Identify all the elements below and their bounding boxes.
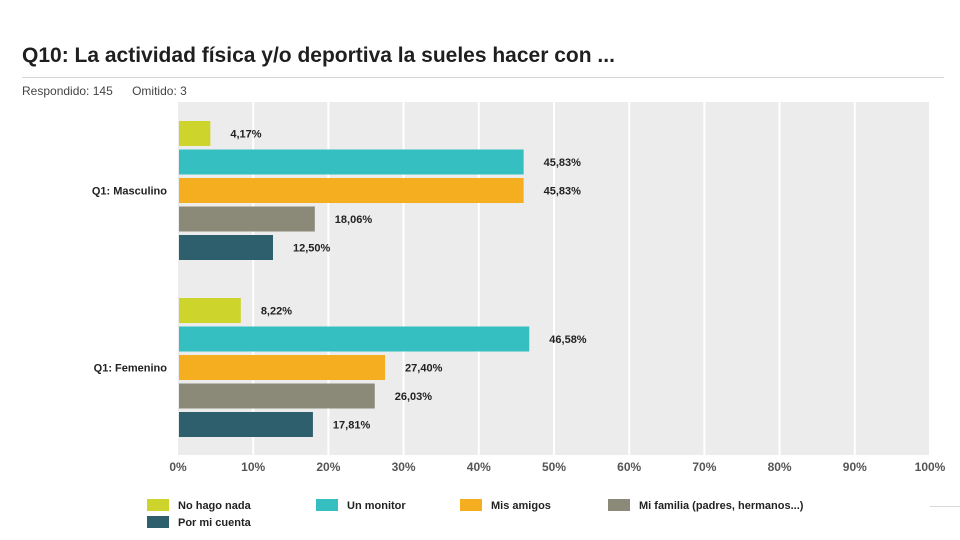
x-tick-label: 70% [692,460,716,474]
data-label: 26,03% [395,391,433,403]
data-label: 45,83% [544,186,582,198]
data-label: 27,40% [405,363,443,375]
legend-label: Mi familia (padres, hermanos...) [639,500,804,512]
category-label: Q1: Femenino [94,363,168,375]
x-tick-label: 10% [241,460,265,474]
legend-swatch [147,499,169,511]
legend-swatch [608,499,630,511]
legend-swatch [316,499,338,511]
x-tick-label: 20% [316,460,340,474]
x-tick-label: 60% [617,460,641,474]
legend-swatch [147,516,169,528]
bar [179,178,524,203]
title-divider [22,77,944,78]
bar [179,235,273,260]
bar [179,121,211,146]
answered-count: Respondido: 145 [22,84,113,98]
legend-label: Mis amigos [491,500,551,512]
category-label: Q1: Masculino [92,186,167,198]
data-label: 12,50% [293,243,331,255]
data-label: 45,83% [544,157,582,169]
data-label: 18,06% [335,214,373,226]
legend-label: Por mi cuenta [178,517,252,529]
response-summary: Respondido: 145 Omitido: 3 [22,84,199,98]
data-label: 4,17% [230,129,261,141]
x-tick-label: 100% [915,460,946,474]
legend-swatch [460,499,482,511]
bar [179,383,375,409]
x-tick-label: 90% [843,460,867,474]
legend-label: No hago nada [178,500,252,512]
bar [179,149,524,175]
skipped-count: Omitido: 3 [132,84,187,98]
bar [179,326,530,352]
legend-label: Un monitor [347,500,406,512]
bar [179,298,241,323]
x-tick-label: 50% [542,460,566,474]
x-tick-label: 0% [169,460,187,474]
bar [179,355,386,380]
x-tick-label: 40% [467,460,491,474]
divider [930,506,960,507]
data-label: 17,81% [333,420,371,432]
data-label: 46,58% [549,334,587,346]
x-tick-label: 80% [768,460,792,474]
x-tick-label: 30% [392,460,416,474]
bar [179,412,313,437]
data-label: 8,22% [261,306,292,318]
bar [179,206,315,232]
page-title: Q10: La actividad física y/o deportiva l… [22,44,615,67]
